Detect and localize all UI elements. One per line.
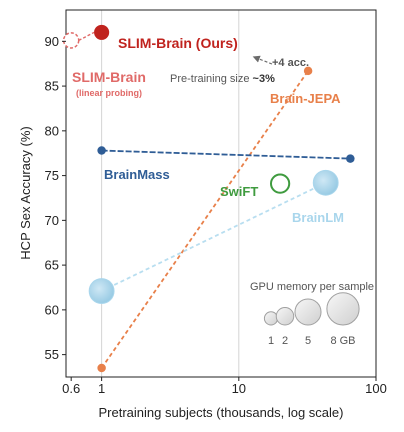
axis-ticks: 0.6 1 10 100 55 60 65 70 75 80 85 90	[45, 34, 387, 396]
data-points	[62, 24, 355, 373]
y-tick-label: 80	[45, 123, 59, 138]
legend-item-label: 2	[282, 335, 288, 347]
gpu-memory-legend: GPU memory per sample 1 2 5 8 GB	[250, 281, 374, 347]
legend-bubble	[294, 298, 322, 326]
x-tick-label: 10	[232, 381, 246, 396]
legend-item-label: 1	[268, 335, 274, 347]
data-point	[62, 32, 80, 49]
data-point	[346, 154, 355, 163]
x-tick-label: 1	[98, 381, 105, 396]
y-tick-label: 55	[45, 347, 59, 362]
legend-title: GPU memory per sample	[250, 281, 374, 293]
data-point	[97, 363, 106, 373]
series-line	[101, 181, 327, 292]
annotation-arrow	[252, 55, 273, 65]
pretraining-annotation: +4 acc. Pre-training size ~3%	[170, 55, 309, 85]
pretraining-size-label: Pre-training size ~3%	[170, 73, 275, 85]
series-label: SLIM-Brain (Ours)	[118, 35, 238, 51]
plot-frame	[65, 9, 377, 378]
data-point	[303, 66, 313, 76]
y-tick-label: 70	[45, 213, 59, 228]
data-point	[94, 24, 110, 40]
y-axis-title: HCP Sex Accuracy (%)	[18, 126, 33, 259]
x-tick-label: 100	[365, 381, 387, 396]
series-line	[101, 149, 351, 160]
series-label: SwiFT	[220, 184, 258, 199]
acc-gain-label: +4 acc.	[272, 57, 309, 69]
x-tick-label: 0.6	[62, 381, 80, 396]
series-line	[78, 31, 95, 42]
pretraining-size-value: ~3%	[253, 73, 276, 85]
y-tick-label: 90	[45, 34, 59, 49]
series-label: BrainMass	[104, 167, 170, 182]
pretraining-size-prefix: Pre-training size	[170, 73, 253, 85]
data-point	[97, 146, 106, 155]
legend-item-label: 5	[305, 335, 311, 347]
series-line	[100, 70, 309, 369]
legend-bubble	[275, 306, 295, 326]
data-point	[269, 173, 291, 194]
grid	[101, 10, 240, 377]
x-axis-title: Pretraining subjects (thousands, log sca…	[99, 405, 344, 420]
data-point	[88, 278, 115, 304]
series-lines	[78, 31, 351, 369]
y-tick-label: 85	[45, 79, 59, 94]
y-tick-label: 60	[45, 302, 59, 317]
y-tick-label: 65	[45, 258, 59, 273]
legend-bubble	[263, 311, 279, 326]
data-point	[312, 169, 339, 196]
series-label: Brain-JEPA	[270, 91, 341, 106]
series-label: BrainLM	[292, 210, 344, 225]
series-labels: SLIM-Brain (Ours) SLIM-Brain (linear probi…	[72, 35, 344, 225]
legend-bubble	[326, 292, 360, 326]
y-tick-label: 75	[45, 168, 59, 183]
series-label: SLIM-Brain	[72, 69, 146, 85]
series-sublabel: (linear probing)	[76, 88, 142, 98]
legend-item-label: 8 GB	[330, 335, 355, 347]
